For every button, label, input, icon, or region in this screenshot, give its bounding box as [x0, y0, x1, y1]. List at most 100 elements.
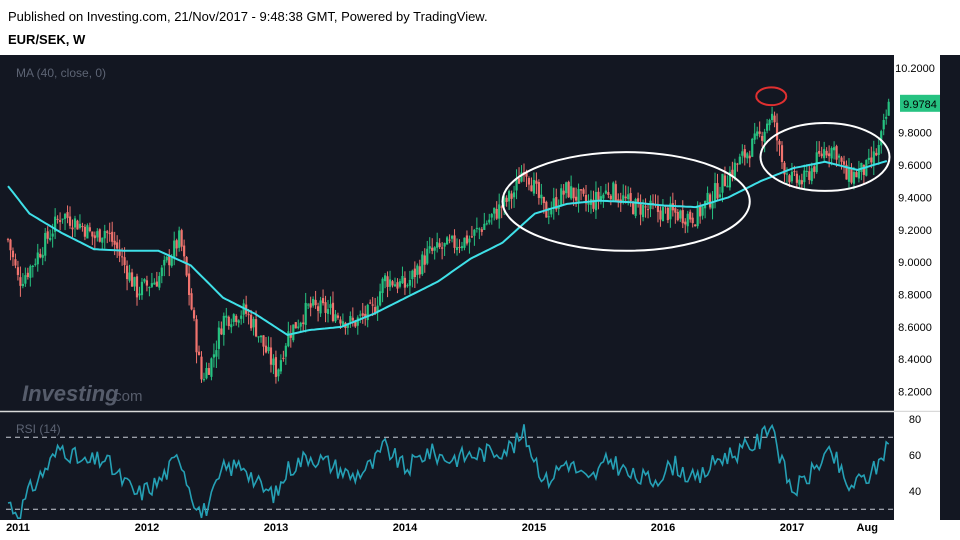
candle-body [150, 283, 153, 287]
candle-body [252, 318, 255, 328]
candle-body [736, 163, 739, 165]
moving-average-line [7, 160, 888, 336]
candle-body [599, 196, 603, 202]
candle-body [495, 208, 498, 219]
candle-body [498, 204, 501, 219]
candle-body [406, 285, 409, 287]
candle-body [445, 237, 449, 245]
candle-body [624, 196, 627, 199]
candle-body [197, 351, 201, 355]
candle-body [485, 223, 488, 225]
candle-body [240, 315, 243, 319]
candle-body [743, 149, 746, 158]
candle-body [41, 254, 44, 258]
candle-body [411, 270, 414, 280]
candle-body [314, 299, 317, 306]
candle-body [731, 169, 734, 177]
candle-body [155, 281, 158, 287]
candle-body [292, 324, 295, 341]
candle-body [450, 235, 454, 239]
candle-body [125, 265, 129, 280]
candle-body [316, 306, 320, 311]
candle-body [530, 185, 533, 192]
candle-body [225, 315, 228, 318]
candle-body [669, 203, 672, 220]
candle-body [818, 150, 821, 154]
candle-body [579, 189, 583, 191]
candle-body [639, 203, 642, 215]
candle-body [713, 183, 717, 201]
candle-body [386, 276, 389, 287]
candle-body [351, 317, 354, 321]
candle-body [175, 240, 178, 249]
candle-body [312, 298, 315, 306]
candle-body [403, 277, 407, 288]
candle-body [520, 172, 523, 182]
candle-body [490, 214, 493, 218]
candle-body [413, 268, 416, 278]
candle-body [274, 357, 278, 377]
candle-body [438, 243, 441, 247]
candle-body [637, 198, 640, 202]
candle-body [391, 281, 394, 286]
candle-body [436, 242, 439, 248]
candle-body [113, 240, 116, 245]
candle-body [217, 327, 220, 349]
candle-body [374, 307, 377, 314]
candle-body [721, 173, 724, 193]
candle-body [304, 302, 307, 325]
candle-body [235, 315, 238, 322]
candle-body [508, 191, 511, 202]
candle-body [574, 196, 578, 201]
candle-body [845, 164, 848, 180]
candle-body [552, 198, 555, 209]
candle-body [607, 192, 610, 195]
candle-body [800, 180, 803, 185]
price-tick-label: 8.4000 [898, 354, 932, 366]
time-tick-label: 2013 [264, 522, 288, 534]
candle-body [341, 321, 345, 326]
candle-body [795, 173, 798, 183]
candle-body [815, 152, 818, 173]
candle-body [339, 319, 342, 324]
candle-body [88, 227, 91, 232]
time-tick-label: 2011 [6, 522, 30, 534]
candle-body [398, 281, 402, 287]
candle-body [14, 259, 17, 266]
rsi-level-lines [6, 436, 900, 510]
candle-body [111, 231, 114, 242]
candle-body [431, 247, 434, 251]
chart-canvas[interactable]: Investing .com MA (40, close, 0) 10.2000… [0, 55, 960, 540]
candle-body [756, 131, 759, 136]
candle-body [329, 304, 332, 308]
price-tick-label: 9.4000 [898, 192, 932, 204]
candle-body [331, 302, 335, 322]
candle-body [11, 250, 15, 258]
candle-body [396, 282, 399, 289]
candle-body [453, 235, 456, 248]
time-tick-label: Aug [857, 522, 878, 534]
candle-body [178, 230, 181, 248]
candle-body [421, 254, 424, 275]
price-tick-label: 10.2000 [895, 63, 935, 75]
candle-body [408, 279, 411, 286]
candle-body [634, 199, 637, 216]
candle-body [63, 213, 67, 219]
candle-body [537, 182, 540, 198]
candle-body [73, 218, 77, 228]
price-tick-label: 8.6000 [898, 322, 932, 334]
candle-body [646, 209, 650, 211]
candle-body [627, 194, 630, 200]
candle-body [68, 216, 72, 226]
candle-body [319, 300, 322, 314]
candle-body [823, 149, 826, 159]
candle-body [334, 314, 337, 322]
candle-body [433, 247, 436, 251]
candle-body [503, 196, 506, 207]
candle-body [510, 193, 513, 199]
candle-body [778, 141, 781, 145]
candle-body [143, 279, 146, 282]
candle-body [798, 179, 801, 185]
candle-body [29, 266, 32, 278]
candle-body [532, 179, 536, 194]
